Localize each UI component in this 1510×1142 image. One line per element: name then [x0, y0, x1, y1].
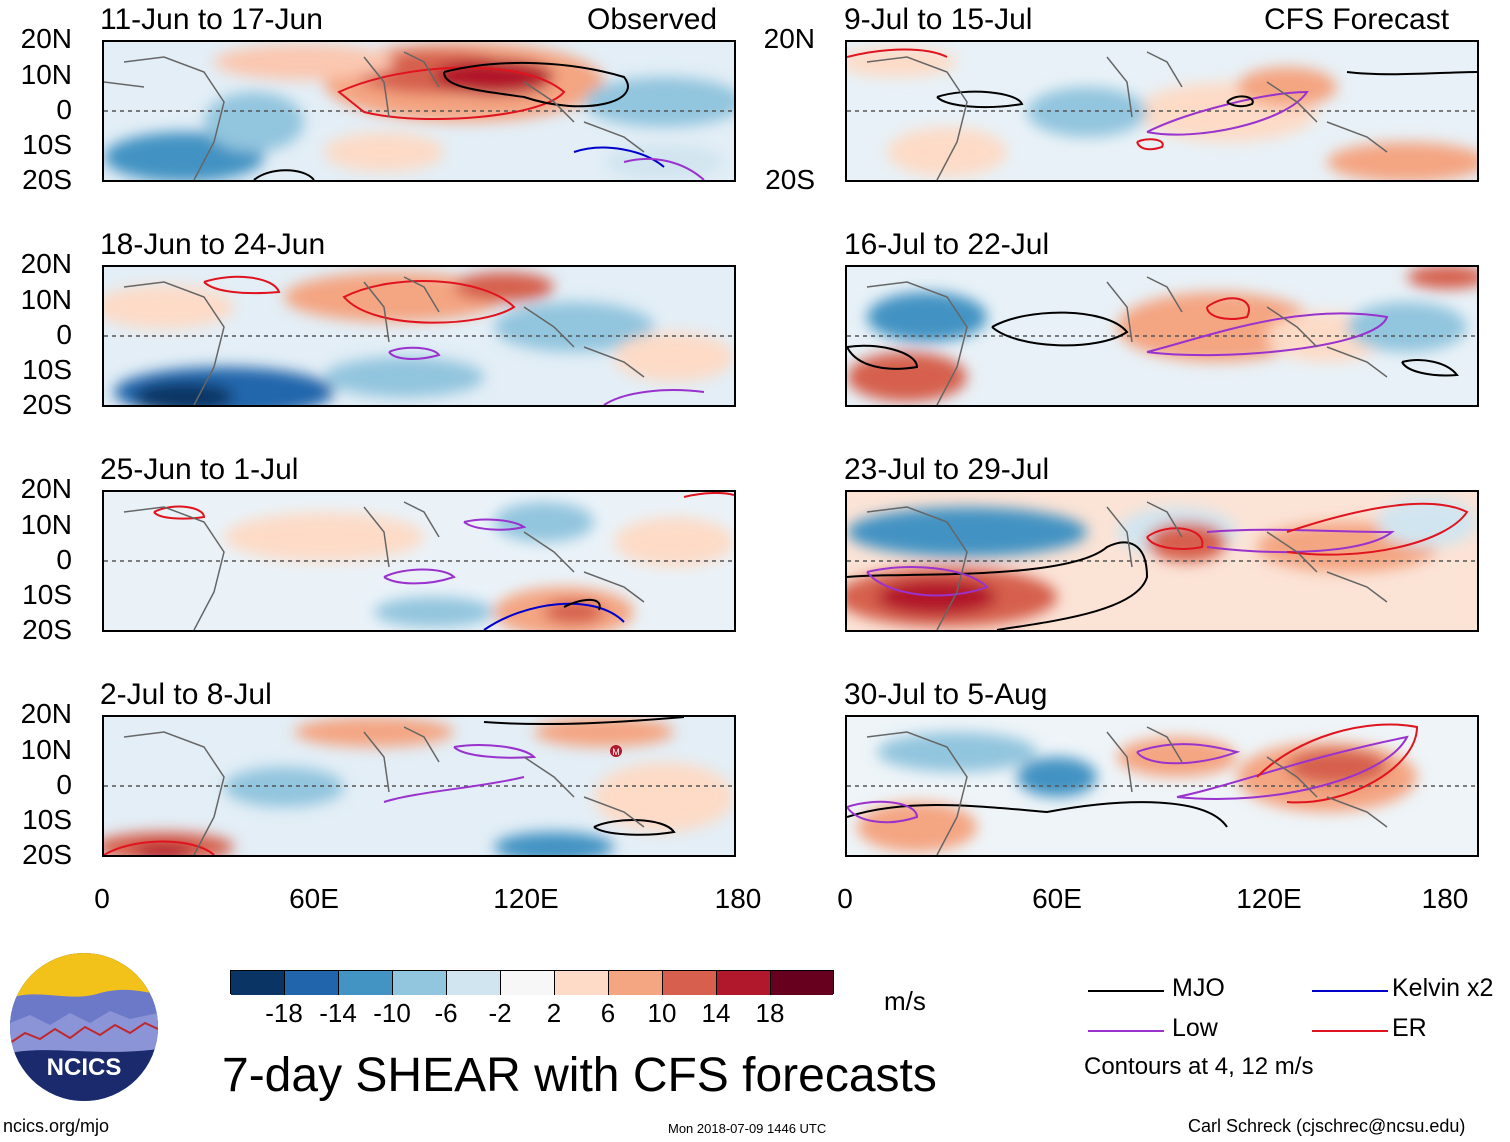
legend-label-mjo: MJO [1172, 974, 1225, 1002]
lat-label: 10N [20, 59, 72, 90]
map-panel-observed-4: M [102, 715, 736, 857]
lat-label: 10N [20, 284, 72, 315]
colorbar-cell [663, 971, 717, 995]
storm-marker: M [612, 747, 620, 757]
colorbar-cell [717, 971, 771, 995]
timestamp: Mon 2018-07-09 1446 UTC [668, 1121, 827, 1136]
map-panel-forecast-2 [845, 265, 1479, 407]
lon-label: 0 [94, 883, 110, 914]
legend-line-er [1312, 1030, 1388, 1032]
lat-label: 20N [20, 23, 72, 54]
lat-label: 10S [22, 129, 72, 160]
panel-title-left-1: 11-Jun to 17-Jun [100, 3, 323, 36]
lat-label: 20N [20, 248, 72, 279]
logo-text: NCICS [47, 1054, 122, 1081]
lat-label: 10S [22, 804, 72, 835]
panel-title-left-3: 25-Jun to 1-Jul [100, 453, 299, 486]
map-panel-observed-2 [102, 265, 736, 407]
colorbar-cell [609, 971, 663, 995]
lon-label: 60E [1032, 883, 1082, 914]
lat-label: 0 [56, 544, 72, 575]
lat-label: 0 [56, 769, 72, 800]
lon-label: 180 [1421, 883, 1469, 914]
colorbar-tick: 18 [755, 998, 785, 1028]
panel-title-right-3: 23-Jul to 29-Jul [844, 453, 1050, 486]
map-panel-forecast-4 [845, 715, 1479, 857]
colorbar-tick: -6 [434, 998, 458, 1028]
observed-label: Observed [587, 3, 718, 36]
lat-label: 20N [763, 23, 815, 54]
panel-title-left-4: 2-Jul to 8-Jul [100, 678, 272, 711]
colorbar-tick: -2 [488, 998, 512, 1028]
website-link[interactable]: ncics.org/mjo [3, 1116, 110, 1136]
colorbar-tick: -10 [373, 998, 411, 1028]
lon-label: 60E [289, 883, 339, 914]
panel-title-right-4: 30-Jul to 5-Aug [844, 678, 1048, 711]
colorbar-tick: -14 [319, 998, 357, 1028]
lat-label: 10S [22, 579, 72, 610]
colorbar-tick: -18 [265, 998, 303, 1028]
colorbar-cell [285, 971, 339, 995]
colorbar [230, 970, 834, 995]
lat-label: 0 [56, 319, 72, 350]
map-panel-forecast-1 [845, 40, 1479, 182]
ncics-logo: NCICS [10, 953, 158, 1101]
colorbar-cell [555, 971, 609, 995]
lon-label: 180 [714, 883, 762, 914]
colorbar-cell [771, 971, 833, 995]
lat-label: 20N [20, 473, 72, 504]
colorbar-cell [447, 971, 501, 995]
lon-label: 120E [1236, 883, 1302, 914]
colorbar-cell [393, 971, 447, 995]
map-panel-observed-1 [102, 40, 736, 182]
colorbar-tick: 2 [546, 998, 562, 1028]
cfs-forecast-label: CFS Forecast [1264, 3, 1450, 36]
colorbar-tick: 10 [647, 998, 677, 1028]
legend-line-kelvin [1312, 990, 1388, 992]
panel-title-right-2: 16-Jul to 22-Jul [844, 228, 1050, 261]
panel-title-left-2: 18-Jun to 24-Jun [100, 228, 326, 261]
map-panel-observed-3 [102, 490, 736, 632]
colorbar-tick: 14 [701, 998, 731, 1028]
legend-line-mjo [1088, 990, 1164, 992]
legend-label-kelvin: Kelvin x2 [1392, 974, 1494, 1002]
lat-label: 20S [22, 839, 72, 870]
panel-title-right-1: 9-Jul to 15-Jul [844, 3, 1033, 36]
lon-label: 120E [493, 883, 559, 914]
colorbar-cell [231, 971, 285, 995]
lat-label: 10N [20, 734, 72, 765]
lon-label: 0 [837, 883, 853, 914]
lat-label: 20S [22, 614, 72, 645]
main-title: 7-day SHEAR with CFS forecasts [222, 1049, 937, 1102]
credit: Carl Schreck (cjschrec@ncsu.edu) [1188, 1116, 1466, 1136]
lat-label: 10S [22, 354, 72, 385]
map-panel-forecast-3 [845, 490, 1479, 632]
lat-label: 10N [20, 509, 72, 540]
lat-label: 20S [22, 164, 72, 195]
colorbar-cell [501, 971, 555, 995]
colorbar-cell [339, 971, 393, 995]
colorbar-units: m/s [884, 986, 926, 1016]
legend-label-er: ER [1392, 1014, 1427, 1042]
lat-label: 20S [765, 164, 815, 195]
colorbar-tick: 6 [600, 998, 616, 1028]
legend-label-low: Low [1172, 1014, 1218, 1042]
lat-label: 0 [56, 94, 72, 125]
lat-label: 20S [22, 389, 72, 420]
lat-label: 20N [20, 698, 72, 729]
legend-note: Contours at 4, 12 m/s [1084, 1053, 1314, 1080]
legend-line-low [1088, 1030, 1164, 1032]
